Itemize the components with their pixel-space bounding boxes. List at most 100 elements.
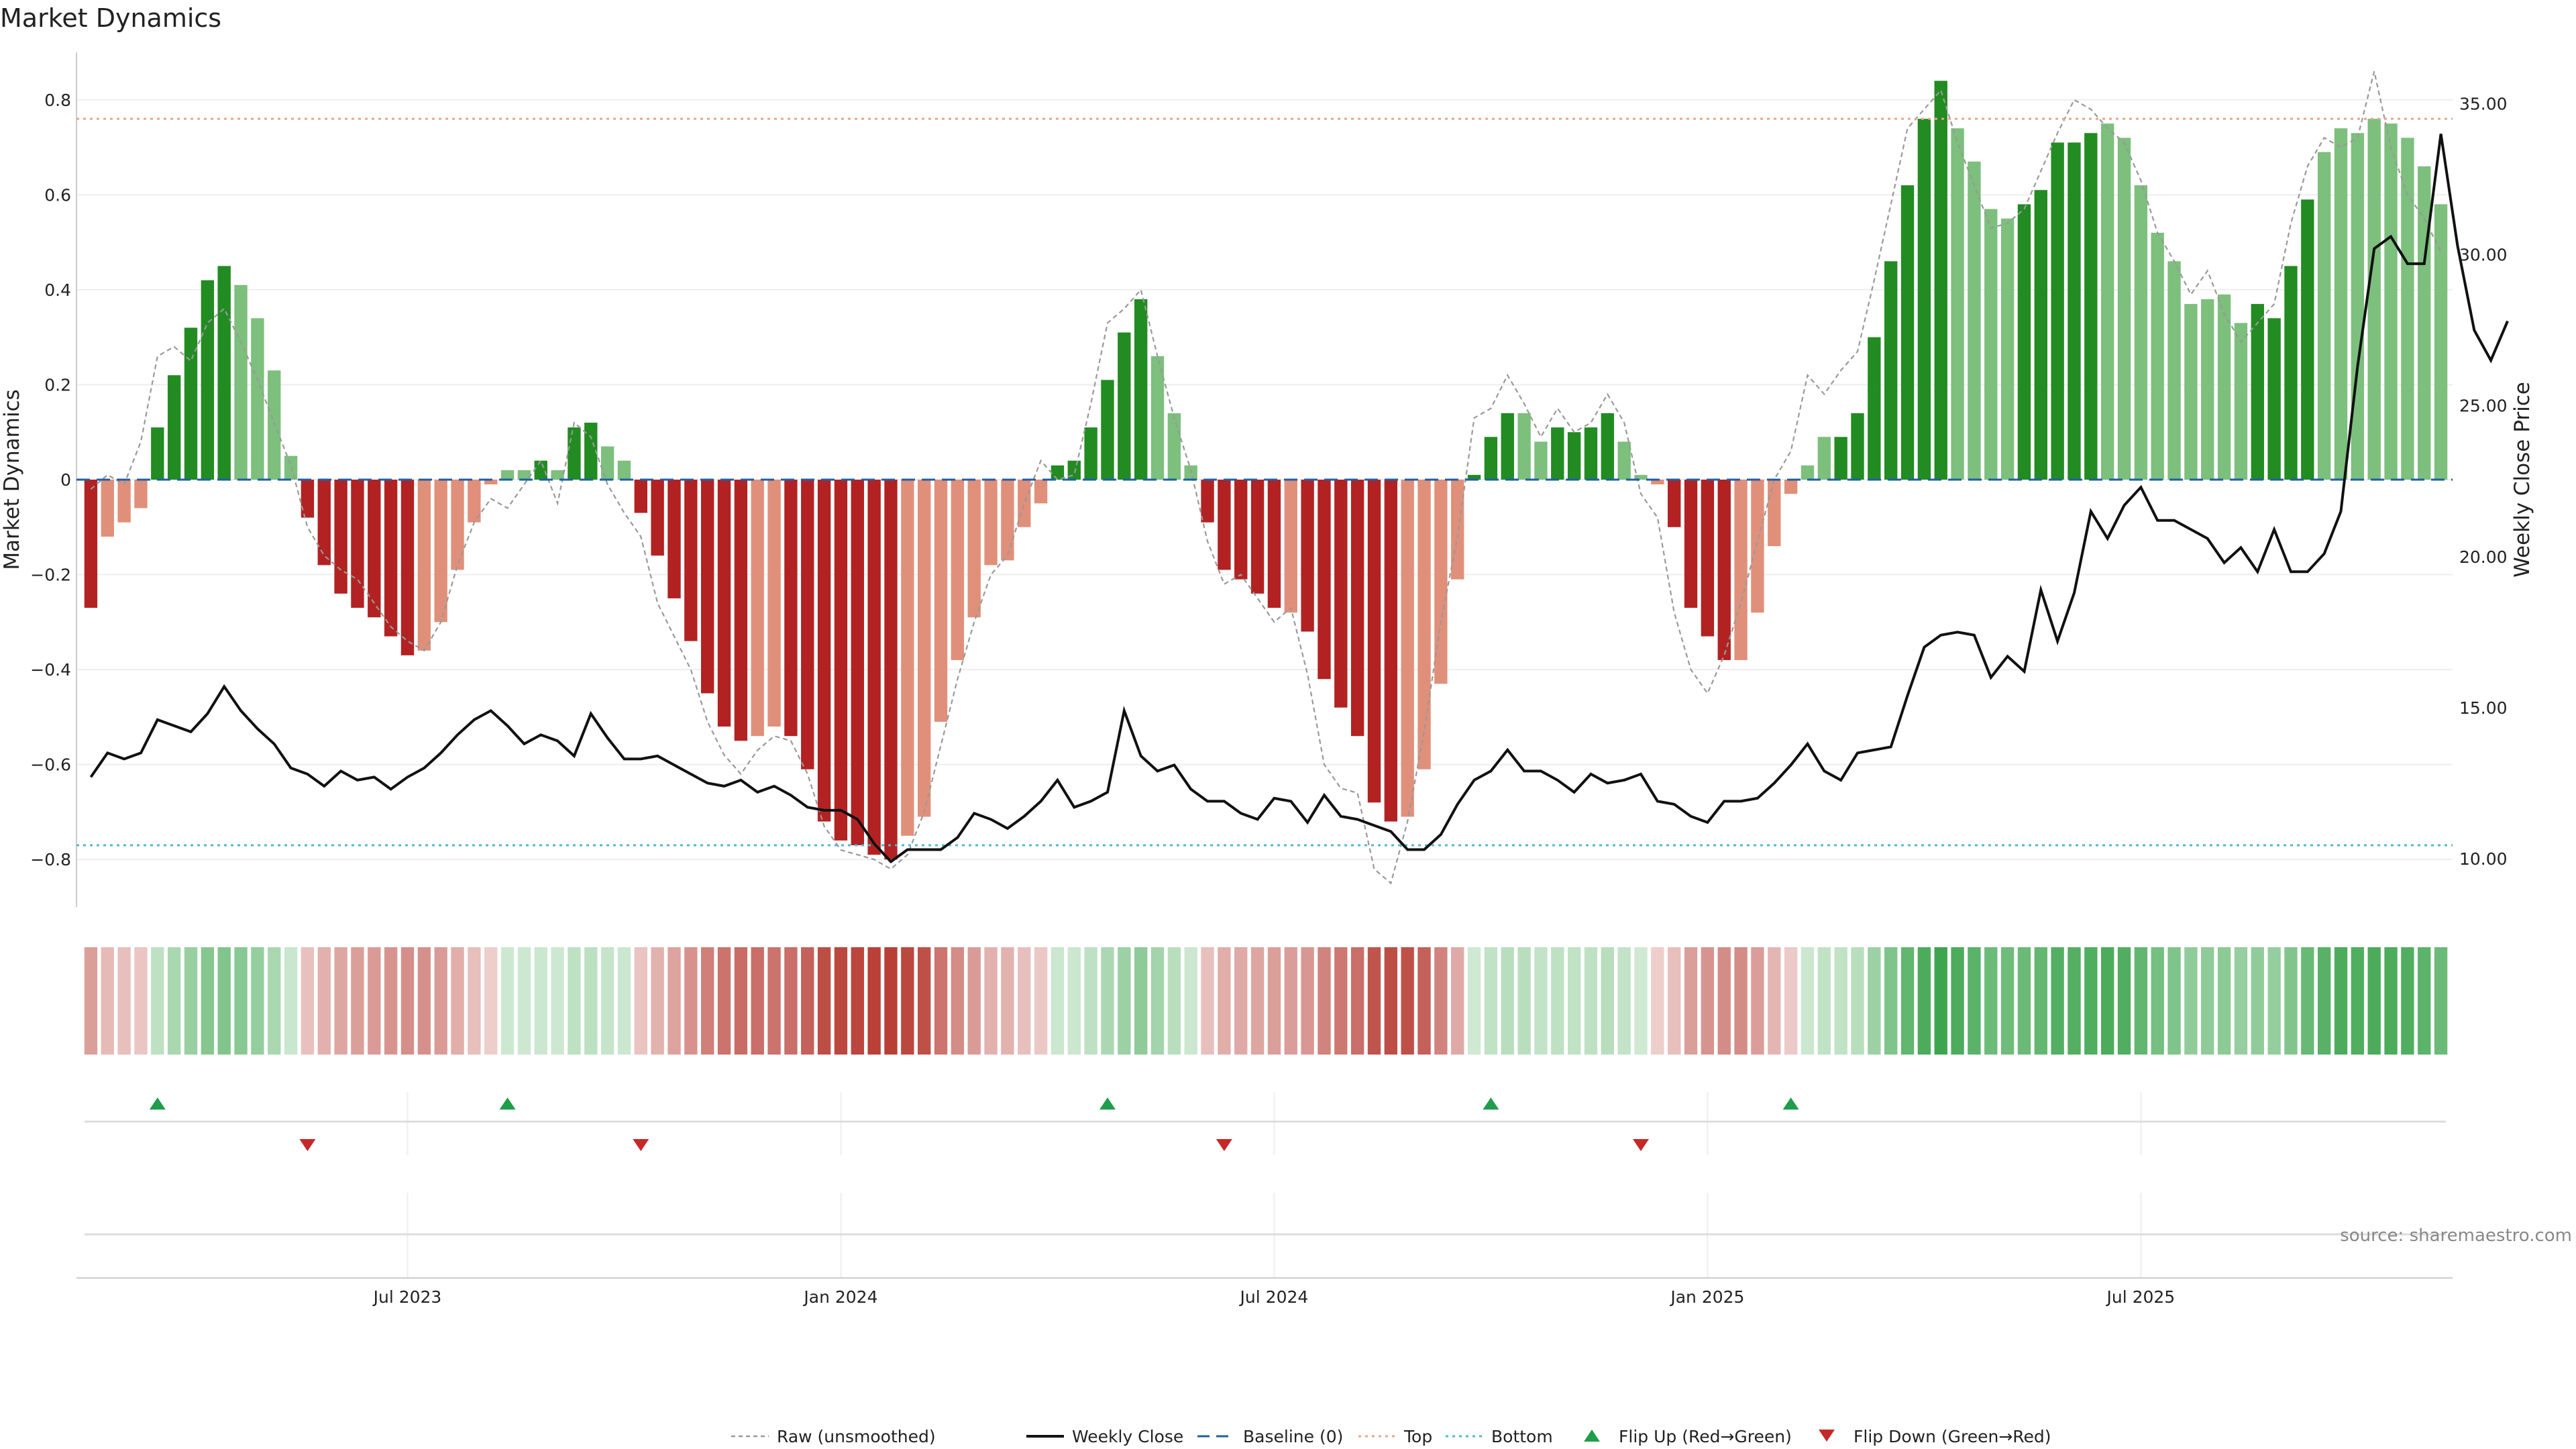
legend: Raw (unsmoothed) Weekly Close Baseline (0)…: [731, 1427, 2051, 1446]
y-tick-label: −0.4: [30, 660, 71, 680]
bar: [568, 427, 581, 480]
y-tick-label: 0.4: [44, 280, 71, 300]
bar: [1084, 427, 1097, 480]
strip-cell: [1884, 947, 1898, 1055]
bar: [1201, 480, 1214, 523]
bar: [268, 370, 281, 480]
y2-axis-label: Weekly Close Price: [2510, 382, 2534, 578]
strip-cell: [2317, 947, 2331, 1055]
strip-cell: [1350, 947, 1364, 1055]
bar: [1284, 480, 1297, 613]
chart-title: Market Dynamics: [0, 3, 221, 33]
bar: [934, 480, 948, 722]
bar: [2317, 152, 2331, 480]
strip-cell: [2151, 947, 2164, 1055]
strip-cell: [2351, 947, 2365, 1055]
strip-cell: [1584, 947, 1598, 1055]
y-tick-label: 0.2: [44, 375, 71, 394]
flip-panel: [85, 1092, 2446, 1155]
strip-cell: [2084, 947, 2098, 1055]
bar: [634, 480, 647, 513]
bar: [2034, 190, 2047, 480]
bar: [834, 480, 848, 841]
strip-cell: [717, 947, 731, 1055]
bar: [2217, 294, 2231, 480]
strip-cell: [234, 947, 248, 1055]
strip-cell: [151, 947, 164, 1055]
strip-cell: [1934, 947, 1947, 1055]
flip-up-marker: [149, 1097, 166, 1110]
strip-cell: [617, 947, 631, 1055]
strip-cell: [1134, 947, 1148, 1055]
bar: [1534, 441, 1548, 480]
bar: [967, 480, 981, 618]
strip-cell: [2401, 947, 2414, 1055]
y2-tick-label: 20.00: [2459, 547, 2508, 567]
strip-cell: [684, 947, 698, 1055]
bar: [234, 284, 248, 480]
bar: [101, 480, 114, 537]
y-tick-label: −0.8: [30, 850, 71, 869]
strip-cell: [417, 947, 431, 1055]
strip-cell: [2051, 947, 2064, 1055]
strip-cell: [2000, 947, 2015, 1055]
strip-cell: [167, 947, 181, 1055]
bar: [251, 318, 264, 480]
bar: [1434, 480, 1448, 684]
bar: [1934, 80, 1947, 480]
strip-cell: [1534, 947, 1548, 1055]
bar: [551, 470, 564, 480]
bar: [2201, 299, 2214, 480]
strip-cell: [201, 947, 215, 1055]
bar: [2151, 232, 2164, 480]
bar: [1350, 480, 1364, 737]
bar: [1768, 480, 1781, 547]
bar: [584, 423, 598, 480]
bar: [517, 470, 531, 480]
strip-cell: [317, 947, 331, 1055]
bar: [1384, 480, 1398, 822]
bar: [884, 480, 898, 860]
strip-cell: [867, 947, 881, 1055]
bar: [1900, 185, 1915, 480]
bar: [2234, 323, 2248, 480]
strip-cell: [434, 947, 447, 1055]
strip-cell: [951, 947, 965, 1055]
raw-unsmoothed-line: [90, 71, 2442, 885]
bar: [717, 480, 731, 727]
strip-cell: [1384, 947, 1398, 1055]
strip-cell: [1617, 947, 1631, 1055]
bar: [1634, 474, 1648, 480]
strip-cell: [2334, 947, 2348, 1055]
bar: [1917, 119, 1931, 480]
strip-cell: [451, 947, 464, 1055]
strip-cell: [1684, 947, 1698, 1055]
bar: [1101, 380, 1114, 480]
strip-cell: [967, 947, 981, 1055]
strip-cell: [1417, 947, 1431, 1055]
x-axis-ticks: Jul 2023 Jan 2024 Jul 2024 Jan 2025 Jul 2025: [372, 1287, 2176, 1307]
legend-label: Top: [1403, 1427, 1432, 1446]
flip-up-marker: [1483, 1097, 1499, 1110]
flip-up-marker: [499, 1097, 516, 1110]
strip-cell: [500, 947, 515, 1055]
bar: [600, 446, 614, 480]
strip-cell: [1001, 947, 1014, 1055]
strip-cell: [634, 947, 647, 1055]
strip-cell: [134, 947, 148, 1055]
bar: [2351, 133, 2365, 480]
strip-cell: [2068, 947, 2081, 1055]
source-label: source: sharemaestro.com: [2340, 1226, 2572, 1246]
strip-cell: [1034, 947, 1048, 1055]
bar: [451, 480, 464, 570]
strip-cell: [217, 947, 231, 1055]
strip-cell: [1868, 947, 1881, 1055]
bar: [400, 480, 415, 655]
bar: [901, 480, 914, 836]
x-tick-label: Jul 2024: [1239, 1287, 1309, 1307]
bar: [1817, 437, 1831, 480]
bar: [301, 480, 315, 518]
bar: [684, 480, 698, 641]
strip-cell: [2301, 947, 2314, 1055]
legend-label: Bottom: [1491, 1427, 1553, 1446]
